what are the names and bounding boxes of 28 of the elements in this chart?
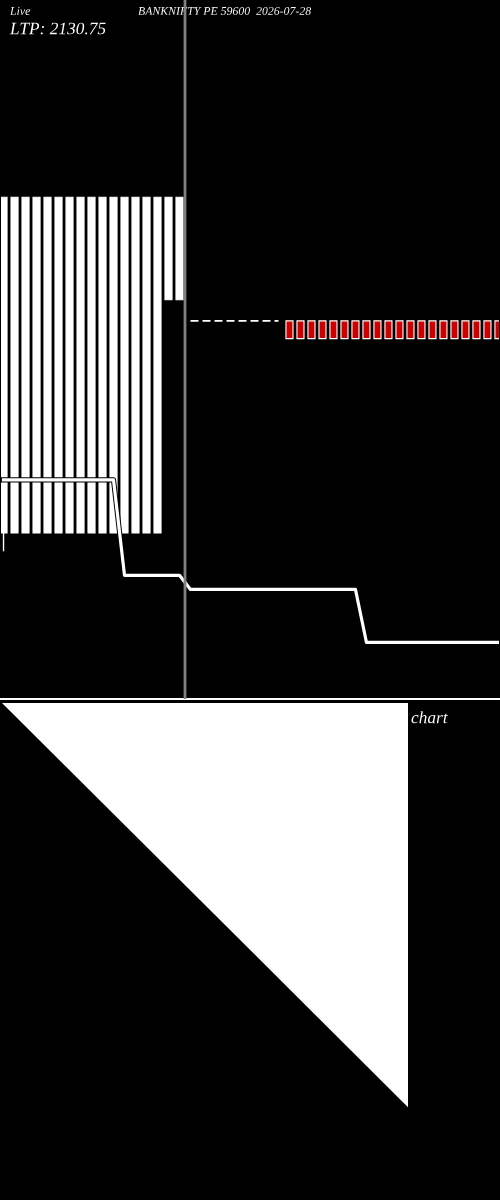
text: LTP: 2130.75 (9, 22, 106, 35)
candlestick (340, 320, 349, 340)
candlestick (175, 196, 184, 301)
candlestick (373, 320, 382, 340)
candlestick (318, 320, 327, 340)
candlestick (329, 320, 338, 340)
candlestick (384, 320, 393, 340)
candlestick (406, 320, 415, 340)
text: Live (9, 7, 31, 15)
candlestick (285, 320, 294, 340)
candlestick (351, 320, 360, 340)
candlestick (307, 320, 316, 340)
candlestick (164, 196, 173, 301)
candlestick (362, 320, 371, 340)
candlestick (472, 320, 481, 340)
candlestick (483, 320, 492, 340)
candlestick (142, 196, 151, 534)
text: chart (411, 711, 448, 724)
candlestick (439, 320, 448, 340)
candlestick (153, 196, 162, 534)
candlestick (461, 320, 470, 340)
candlestick (296, 320, 305, 340)
candlestick (395, 320, 404, 340)
candlestick (417, 320, 426, 340)
candlestick (131, 196, 140, 534)
candlestick (428, 320, 437, 340)
candlestick (450, 320, 459, 340)
chart-title: BANKNIFTY PE 59600 2026-07-28 (138, 6, 312, 15)
